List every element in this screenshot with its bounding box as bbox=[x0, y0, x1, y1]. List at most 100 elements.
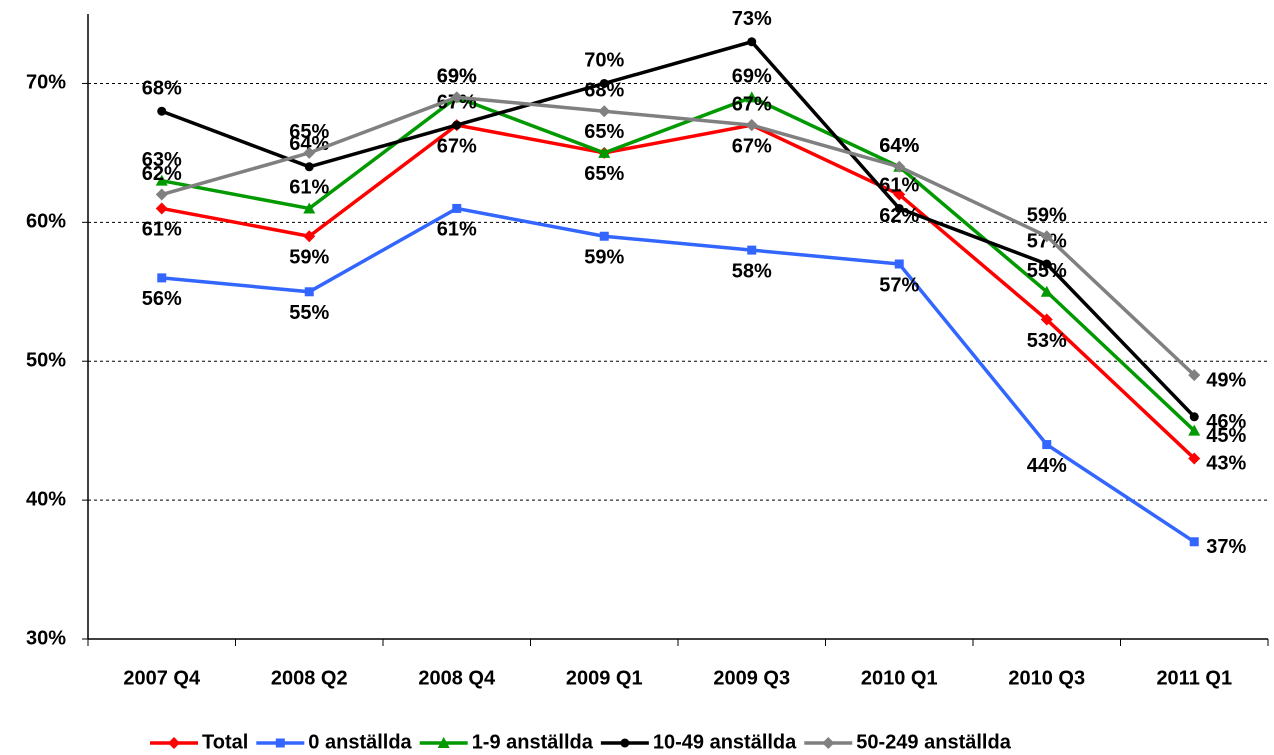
marker bbox=[303, 146, 316, 159]
data-label: 59% bbox=[1027, 205, 1067, 227]
legend-label: 1-9 anställda bbox=[472, 731, 594, 753]
marker bbox=[155, 202, 168, 215]
x-tick-label: 2011 Q1 bbox=[1156, 667, 1232, 689]
data-label: 64% bbox=[879, 135, 919, 157]
data-label: 61% bbox=[289, 177, 329, 199]
marker bbox=[1042, 259, 1052, 269]
x-tick-label: 2008 Q4 bbox=[418, 667, 496, 689]
legend-label: 0 anställda bbox=[308, 731, 412, 753]
marker bbox=[452, 120, 462, 130]
marker bbox=[1040, 313, 1053, 326]
data-label: 65% bbox=[584, 121, 624, 143]
marker bbox=[157, 106, 167, 116]
marker bbox=[452, 203, 462, 213]
marker bbox=[1188, 369, 1201, 382]
marker bbox=[450, 91, 463, 104]
data-label: 44% bbox=[1027, 455, 1067, 477]
marker bbox=[598, 105, 611, 118]
data-label: 58% bbox=[732, 260, 772, 282]
marker bbox=[894, 203, 904, 213]
marker bbox=[155, 174, 168, 186]
legend-item: 1-9 anställda bbox=[419, 731, 594, 753]
data-label: 61% bbox=[142, 219, 182, 241]
legend-label: 10-49 anställda bbox=[653, 731, 797, 753]
data-label: 59% bbox=[584, 247, 624, 269]
data-label: 62% bbox=[879, 205, 919, 227]
marker bbox=[303, 230, 316, 243]
marker bbox=[1188, 452, 1201, 465]
marker bbox=[822, 737, 835, 749]
data-label: 68% bbox=[142, 78, 182, 100]
marker bbox=[893, 188, 906, 201]
legend-item: Total bbox=[150, 731, 248, 753]
y-tick-label: 40% bbox=[26, 488, 66, 510]
data-label: 53% bbox=[1027, 330, 1067, 352]
series-line bbox=[161, 95, 1196, 377]
marker bbox=[1042, 440, 1052, 450]
marker bbox=[745, 91, 758, 103]
marker bbox=[599, 78, 609, 88]
legend-item: 10-49 anställda bbox=[600, 731, 797, 753]
data-label: 59% bbox=[289, 247, 329, 269]
marker bbox=[747, 245, 757, 255]
x-tick-label: 2010 Q3 bbox=[1008, 667, 1085, 689]
data-label: 61% bbox=[879, 175, 919, 197]
data-label: 69% bbox=[437, 66, 477, 88]
data-label: 55% bbox=[289, 302, 329, 324]
marker bbox=[1189, 537, 1199, 547]
marker bbox=[275, 738, 285, 748]
legend-label: Total bbox=[202, 731, 248, 753]
marker bbox=[303, 202, 316, 214]
marker bbox=[745, 119, 758, 132]
x-tick-label: 2010 Q1 bbox=[861, 667, 938, 689]
data-label: 67% bbox=[732, 93, 772, 115]
legend-label: 50-249 anställda bbox=[856, 731, 1011, 753]
marker bbox=[157, 273, 167, 283]
marker bbox=[304, 162, 314, 172]
data-label: 62% bbox=[142, 163, 182, 185]
series-line bbox=[161, 123, 1196, 460]
y-tick-label: 60% bbox=[26, 211, 66, 233]
x-tick-label: 2009 Q3 bbox=[713, 667, 790, 689]
marker bbox=[747, 37, 757, 47]
marker bbox=[304, 287, 314, 297]
legend-item: 0 anställda bbox=[256, 731, 413, 753]
marker bbox=[1040, 230, 1053, 243]
marker bbox=[437, 737, 450, 748]
marker bbox=[894, 259, 904, 269]
series-line bbox=[161, 95, 1196, 432]
y-tick-label: 70% bbox=[26, 72, 66, 94]
data-label: 46% bbox=[1206, 411, 1246, 433]
data-label: 43% bbox=[1206, 453, 1246, 475]
marker bbox=[599, 231, 609, 241]
data-label: 37% bbox=[1206, 536, 1246, 558]
y-tick-label: 50% bbox=[26, 350, 66, 372]
data-label: 73% bbox=[732, 8, 772, 30]
data-label: 63% bbox=[142, 149, 182, 171]
series-line bbox=[161, 206, 1196, 544]
data-label: 67% bbox=[437, 135, 477, 157]
marker bbox=[620, 738, 630, 748]
series-line bbox=[161, 39, 1196, 418]
y-tick-label: 30% bbox=[26, 627, 66, 649]
marker bbox=[598, 146, 611, 158]
data-label: 64% bbox=[879, 135, 919, 157]
data-label: 69% bbox=[732, 66, 772, 88]
x-tick-label: 2009 Q1 bbox=[566, 667, 643, 689]
marker bbox=[1189, 412, 1199, 422]
marker bbox=[155, 188, 168, 201]
data-label: 61% bbox=[437, 219, 477, 241]
data-label: 68% bbox=[584, 80, 624, 102]
x-tick-label: 2007 Q4 bbox=[123, 667, 201, 689]
legend-item: 50-249 anställda bbox=[804, 731, 1012, 753]
data-label: 67% bbox=[732, 135, 772, 157]
data-label: 65% bbox=[289, 121, 329, 143]
marker bbox=[1040, 285, 1053, 297]
x-tick-label: 2008 Q2 bbox=[271, 667, 348, 689]
data-label: 45% bbox=[1206, 425, 1246, 447]
data-label: 57% bbox=[879, 274, 919, 296]
marker bbox=[168, 737, 180, 749]
data-label: 65% bbox=[584, 163, 624, 185]
marker bbox=[1188, 424, 1201, 436]
